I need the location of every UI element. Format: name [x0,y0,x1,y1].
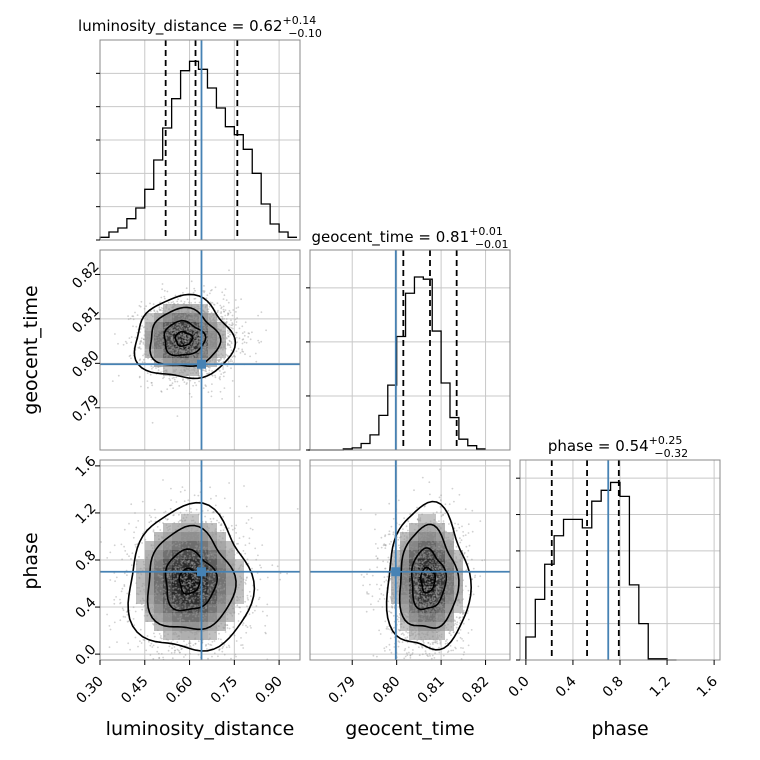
contour-line [133,293,237,380]
histogram-geocent_time [307,276,486,451]
panel-frame [309,249,511,451]
ylabel-phase: phase [20,532,42,589]
y-tick-label: 0.8 [72,547,99,574]
x-tick-label: 0.82 [459,674,492,707]
x-tick-label: 0.0 [506,674,533,701]
xlabel-phase: phase [591,718,648,740]
x-tick-label: 0.60 [163,674,196,707]
x-tick-label: 0.75 [208,674,241,707]
x-tick-label: 0.4 [553,673,580,700]
contour-line [398,523,460,629]
contour-line [385,500,473,651]
xlabel-luminosity-distance: luminosity_distance [106,718,295,740]
x-tick-label: 1.6 [694,673,721,700]
histogram-layer [99,40,677,661]
contour-line [163,319,207,357]
x-tick-label: 0.79 [326,674,359,707]
y-tick-label: 0.81 [69,303,102,336]
contour-line [174,330,194,347]
x-tick-label: 0.8 [600,674,627,701]
truth-marker [196,567,206,577]
xlabel-geocent-time: geocent_time [345,718,474,740]
y-tick-label: 0.82 [69,259,102,292]
histogram-luminosity_distance [99,60,298,240]
truth-marker [391,567,401,577]
x-tick-label: 0.45 [118,674,151,707]
x-tick-label: 0.81 [415,674,448,707]
x-tick-label: 0.90 [253,674,286,707]
histogram-phase [525,481,677,661]
x-tick-label: 0.30 [73,674,106,707]
contours [385,500,473,651]
x-tick-label: 1.2 [647,674,674,701]
y-tick-label: 1.6 [72,453,99,480]
title-phase: phase = 0.54+0.25 −0.32 [548,434,688,460]
x-tick-label: 0.80 [370,674,403,707]
title-geocent-time: geocent_time = 0.81+0.01 −0.01 [311,225,508,251]
panel-frame [309,459,511,661]
contour-line [146,524,237,631]
y-tick-label: 0.79 [69,392,102,425]
title-luminosity-distance: luminosity_distance = 0.62+0.14 −0.10 [78,14,322,40]
contour-line [410,547,448,611]
contour-line [127,501,256,652]
contour-line [420,566,437,594]
y-tick-label: 0.0 [72,642,99,669]
panel-frame [99,249,301,451]
truth-layer [100,40,610,660]
y-tick-label: 0.80 [69,348,102,381]
y-tick-label: 0.4 [72,594,99,621]
ylabel-geocent-time: geocent_time [20,285,42,414]
truth-marker [196,359,206,369]
y-tick-label: 1.2 [72,500,99,527]
